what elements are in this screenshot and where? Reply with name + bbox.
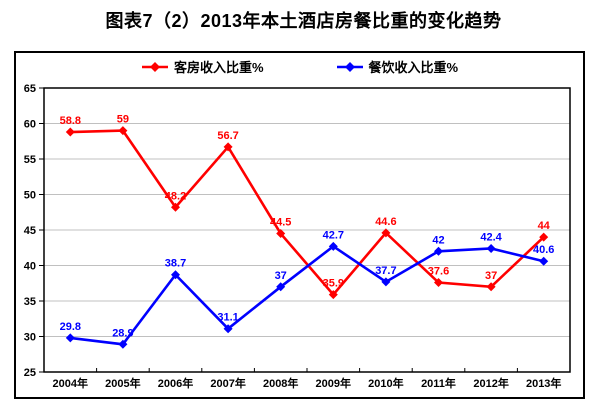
data-label: 44 xyxy=(538,220,551,232)
data-point xyxy=(276,282,286,292)
data-point xyxy=(223,324,233,334)
x-tick-label: 2005年 xyxy=(105,376,140,390)
y-tick-label: 50 xyxy=(24,190,36,202)
food-series-diamond-line-icon xyxy=(336,61,363,72)
data-point xyxy=(486,282,496,292)
data-point xyxy=(381,277,391,287)
y-tick-label: 60 xyxy=(24,119,36,131)
data-label: 42.4 xyxy=(480,231,502,243)
series-line xyxy=(70,244,545,346)
data-point xyxy=(276,229,286,239)
legend-label-food: 餐饮收入比重% xyxy=(368,60,459,75)
data-point xyxy=(171,202,180,212)
legend-item-room: 客房收入比重% xyxy=(141,57,264,76)
y-tick-label: 35 xyxy=(24,296,36,308)
plot-svg: 25 30 35 40 45 50 55 60 65 2004年 2005年 2006年 2007年 20… xyxy=(24,83,571,390)
data-label: 35.9 xyxy=(323,278,344,290)
data-label: 58.8 xyxy=(60,115,81,127)
x-tick-label: 2004年 xyxy=(53,376,88,390)
data-point xyxy=(65,127,75,137)
legend-item-food: 餐饮收入比重% xyxy=(336,57,459,76)
data-label: 44.5 xyxy=(270,217,291,229)
series-line xyxy=(70,129,545,297)
x-tick-label: 2012年 xyxy=(473,376,508,390)
data-label: 37 xyxy=(485,270,497,282)
x-tick-label: 2008年 xyxy=(263,376,298,390)
data-label: 59 xyxy=(117,114,129,126)
data-point xyxy=(65,333,75,343)
data-point xyxy=(434,278,443,288)
data-label: 28.9 xyxy=(112,327,133,339)
x-tick-label: 2007年 xyxy=(210,376,245,390)
data-label: 40.6 xyxy=(533,244,554,256)
data-label: 44.6 xyxy=(375,216,396,228)
y-tick-label: 25 xyxy=(24,367,36,379)
data-label: 56.7 xyxy=(217,130,238,142)
data-point xyxy=(486,243,496,253)
x-tick-label: 2013年 xyxy=(526,376,561,390)
x-tick-label: 2011年 xyxy=(421,376,456,390)
y-tick-label: 55 xyxy=(24,154,36,166)
data-point xyxy=(223,142,233,152)
data-point xyxy=(118,126,128,136)
data-point xyxy=(328,241,338,251)
data-label: 29.8 xyxy=(60,321,81,333)
y-tick-label: 30 xyxy=(24,332,36,344)
x-tick-label: 2009年 xyxy=(316,376,351,390)
data-label: 42 xyxy=(432,234,444,246)
data-point xyxy=(328,290,338,300)
data-label: 48.2 xyxy=(165,190,186,202)
chart-frame: 客房收入比重% 餐饮收入比重% 25 30 35 40 45 50 55 60 65 2004年 2… xyxy=(14,51,585,399)
x-tick-label: 2010年 xyxy=(368,376,403,390)
legend-label-room: 客房收入比重% xyxy=(173,60,264,75)
legend: 客房收入比重% 餐饮收入比重% xyxy=(16,57,583,76)
data-point xyxy=(539,256,549,266)
chart-title: 图表7（2）2013年本土酒店房餐比重的变化趋势 xyxy=(105,11,502,31)
data-label: 31.1 xyxy=(217,312,238,324)
data-label: 37 xyxy=(275,270,287,282)
data-point xyxy=(539,232,549,242)
data-label: 37.6 xyxy=(428,266,449,278)
data-point xyxy=(381,228,391,238)
y-tick-label: 65 xyxy=(24,83,36,95)
data-point xyxy=(434,246,443,256)
y-tick-label: 40 xyxy=(24,261,36,273)
data-label: 42.7 xyxy=(323,229,344,241)
x-tick-label: 2006年 xyxy=(158,376,193,390)
data-point xyxy=(118,339,128,349)
y-tick-label: 45 xyxy=(24,225,36,237)
room-series-diamond-line-icon xyxy=(141,61,168,72)
data-label: 38.7 xyxy=(165,258,186,270)
data-point xyxy=(171,270,180,280)
data-label: 37.7 xyxy=(375,265,396,277)
